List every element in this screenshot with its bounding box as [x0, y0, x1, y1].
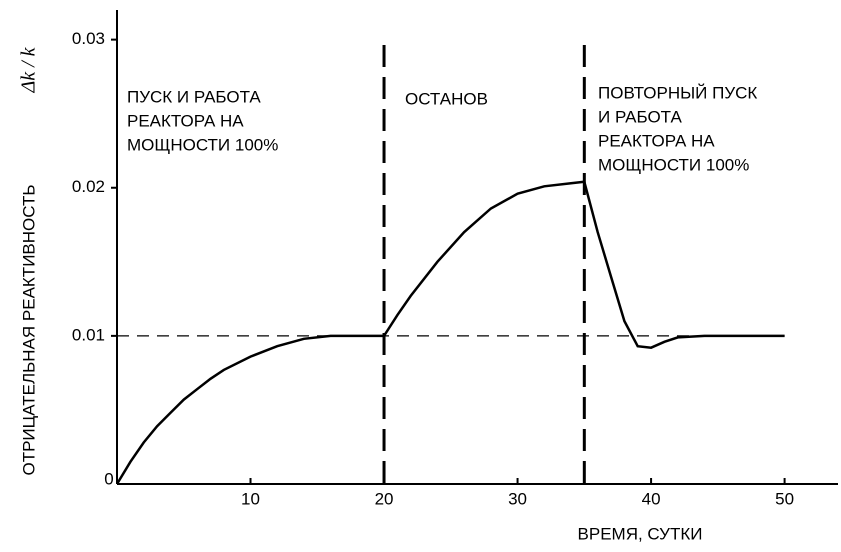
x-tick-label: 30 [508, 489, 527, 508]
annotation: МОЩНОСТИ 100% [127, 135, 278, 154]
annotation: И РАБОТА [598, 107, 682, 126]
y-tick-label: 0.01 [72, 325, 105, 344]
annotation: РЕАКТОРА НА [127, 111, 244, 130]
x-tick-label: 20 [375, 489, 394, 508]
line [115, 180, 785, 485]
x-tick-label: 10 [241, 489, 260, 508]
x-tick-label: 50 [775, 489, 794, 508]
annotation: ОСТАНОВ [405, 89, 488, 108]
y-tick-label: 0.03 [72, 29, 105, 48]
x-tick-label: 40 [642, 489, 661, 508]
x-axis-label: ВРЕМЯ, СУТКИ [578, 524, 703, 543]
y-axis-label: ОТРИЦАТЕЛЬНАЯ РЕАКТИВНОСТЬ [19, 184, 38, 475]
annotation: ПОВТОРНЫЙ ПУСК [598, 83, 757, 102]
annotation: РЕАКТОРА НА [598, 131, 715, 150]
y-tick-label: 0.02 [72, 177, 105, 196]
x-tick-label: 0 [104, 469, 113, 488]
annotation: ПУСК И РАБОТА [127, 87, 261, 106]
y-axis-unit: Δk / k [18, 46, 40, 93]
annotation: МОЩНОСТИ 100% [598, 155, 749, 174]
